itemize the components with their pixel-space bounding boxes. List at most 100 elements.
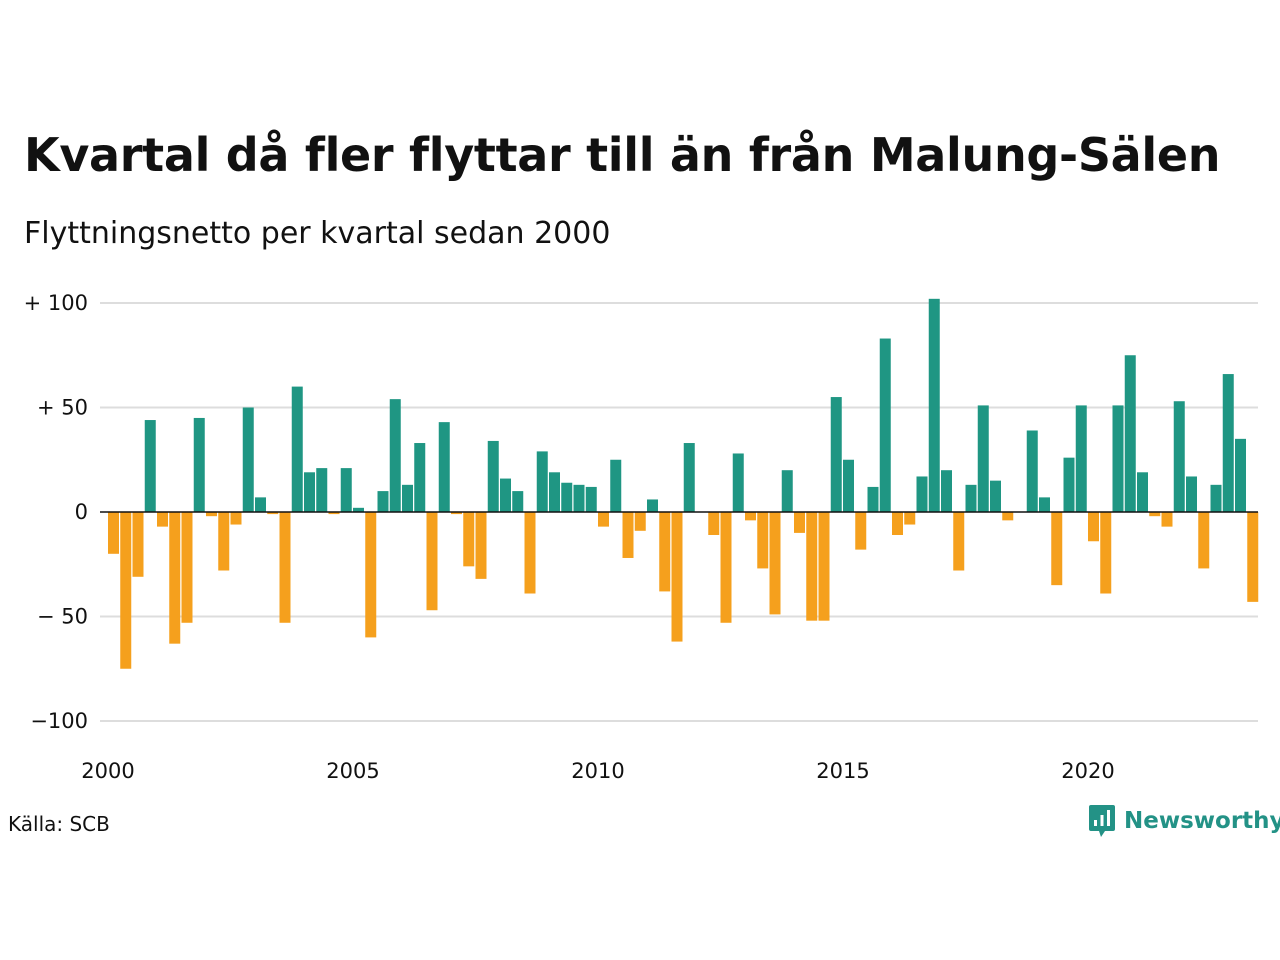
bar: [426, 512, 438, 611]
x-tick-label: 2020: [1061, 759, 1114, 783]
y-axis-tick-labels: + 100 + 50 0 − 50 −100: [24, 291, 88, 733]
bar: [475, 512, 487, 579]
bar: [218, 512, 230, 571]
bar: [463, 512, 475, 567]
bar: [1075, 405, 1087, 512]
bar: [389, 399, 401, 512]
bar: [830, 397, 842, 512]
bar: [487, 440, 499, 512]
bar: [1088, 512, 1099, 542]
bar: [144, 420, 156, 512]
bar: [941, 470, 952, 512]
bar: [1100, 512, 1112, 594]
bar: [340, 468, 352, 512]
bar: [1247, 512, 1259, 602]
bar: [132, 512, 144, 577]
bar: [1210, 484, 1222, 512]
bar: [647, 499, 658, 512]
bar: [928, 298, 940, 512]
bar: [242, 407, 254, 512]
bar: [316, 468, 328, 512]
bar: [500, 478, 511, 512]
bar: [1063, 457, 1075, 512]
bar: [622, 512, 634, 558]
bar: [708, 512, 720, 535]
bar: [953, 512, 965, 571]
bar: [267, 512, 279, 515]
bar: [732, 453, 744, 512]
bar: [255, 497, 266, 512]
chart-subtitle: Flyttningsnetto per kvartal sedan 2000: [24, 216, 611, 251]
bar: [781, 470, 793, 512]
bar: [402, 484, 413, 512]
x-tick-label: 2015: [816, 759, 869, 783]
x-tick-label: 2000: [81, 759, 134, 783]
y-tick-label: + 50: [37, 396, 88, 420]
bar: [683, 443, 695, 512]
bar: [414, 443, 426, 512]
bar: [1137, 472, 1148, 512]
bar: [634, 512, 646, 531]
bar: [1124, 355, 1136, 512]
bar: [892, 512, 903, 535]
bar: [365, 512, 377, 638]
bar: [1173, 401, 1185, 512]
bar: [279, 512, 291, 623]
bar: [181, 512, 193, 623]
bar: [990, 480, 1001, 512]
bar: [1161, 512, 1173, 527]
y-tick-label: 0: [75, 500, 88, 524]
bar: [1222, 374, 1234, 512]
bar: [561, 482, 573, 512]
bar: [1051, 512, 1063, 586]
brand-name: Newsworthy: [1124, 808, 1280, 834]
bar: [1149, 512, 1161, 517]
bars: [108, 298, 1259, 669]
x-tick-label: 2010: [571, 759, 624, 783]
bar: [206, 512, 217, 517]
bar: [1198, 512, 1210, 569]
bar: [843, 459, 854, 512]
y-tick-label: + 100: [24, 291, 88, 315]
bar: [377, 491, 389, 512]
bar: [965, 484, 977, 512]
chart-title: Kvartal då fler flyttar till än från Mal…: [24, 128, 1221, 182]
bar: [769, 512, 781, 615]
bar: [512, 491, 524, 512]
bar: [304, 472, 315, 512]
y-tick-label: − 50: [37, 605, 88, 629]
bar: [916, 476, 928, 512]
bar: [1039, 497, 1050, 512]
bar: [230, 512, 242, 525]
bar: [720, 512, 732, 623]
bar: [904, 512, 916, 525]
bar: [806, 512, 818, 621]
y-tick-label: −100: [30, 709, 88, 733]
bar: [451, 512, 462, 515]
bar: [745, 512, 756, 521]
bar: [867, 486, 879, 512]
x-tick-label: 2005: [326, 759, 379, 783]
bar: [977, 405, 989, 512]
bar: [879, 338, 891, 512]
bar: [438, 422, 450, 512]
brand-logo: Newsworthy: [1088, 804, 1280, 838]
bar: [757, 512, 769, 569]
bar: [353, 507, 364, 512]
bar: [1186, 476, 1197, 512]
bar: [291, 386, 303, 512]
x-axis-tick-labels: 2000 2005 2010 2015 2020: [81, 759, 1114, 783]
bar: [524, 512, 536, 594]
bar: [328, 512, 340, 515]
bar: [549, 472, 560, 512]
bar: [794, 512, 805, 533]
bar: [855, 512, 867, 550]
bar: [1026, 430, 1038, 512]
bar: [193, 417, 205, 512]
bar: [818, 512, 830, 621]
bar: [157, 512, 168, 527]
bar: [598, 512, 609, 527]
bar: [120, 512, 132, 669]
source-note: Källa: SCB: [8, 812, 110, 836]
bar: [573, 484, 585, 512]
